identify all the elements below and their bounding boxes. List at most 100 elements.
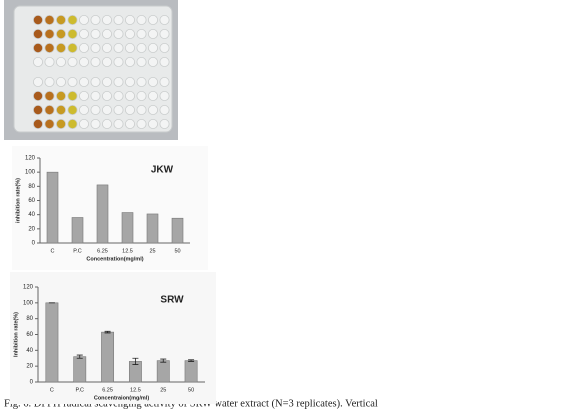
error-bar	[104, 330, 111, 334]
well	[33, 91, 44, 102]
bar	[101, 331, 115, 383]
well	[56, 28, 67, 39]
well	[113, 57, 124, 68]
well	[56, 14, 67, 25]
well	[102, 14, 113, 25]
well	[67, 43, 78, 54]
x-tick-label: 6.25	[102, 387, 113, 393]
error-bar	[76, 354, 83, 359]
well	[147, 105, 158, 116]
x-axis-label: Concentraion(mg/ml)	[94, 395, 149, 401]
y-tick-label: 60	[28, 198, 35, 204]
x-tick-label: P.C	[73, 248, 81, 254]
well	[125, 77, 136, 88]
well	[159, 91, 170, 102]
chart-title: JKW	[151, 165, 174, 176]
x-tick-label: C	[51, 248, 55, 254]
error-bar	[188, 359, 195, 362]
well	[136, 57, 147, 68]
error-bar	[132, 357, 139, 365]
bar	[73, 356, 87, 383]
well	[159, 14, 170, 25]
well	[79, 77, 90, 88]
well	[113, 14, 124, 25]
well	[67, 119, 78, 130]
well	[113, 77, 124, 88]
well	[56, 105, 67, 116]
plate-photo	[4, 0, 178, 140]
well	[102, 57, 113, 68]
well	[125, 91, 136, 102]
well	[147, 119, 158, 130]
bar	[146, 213, 159, 244]
well	[33, 119, 44, 130]
well	[56, 43, 67, 54]
well	[33, 105, 44, 116]
y-tick-label: 100	[25, 170, 36, 176]
x-tick-label: 12.5	[130, 387, 141, 393]
well	[147, 14, 158, 25]
well	[102, 43, 113, 54]
x-axis-label: Concentration(mg/ml)	[86, 256, 143, 262]
well	[159, 28, 170, 39]
well	[33, 43, 44, 54]
well	[90, 14, 101, 25]
y-tick-label: 120	[23, 285, 34, 291]
well	[159, 43, 170, 54]
well	[125, 105, 136, 116]
x-tick-label: 50	[188, 387, 194, 393]
x-tick-label: 25	[149, 248, 155, 254]
well	[90, 77, 101, 88]
well	[102, 91, 113, 102]
well	[44, 43, 55, 54]
chart: 0 20 40 60 80 100 120 C P.C 6.25 12.5 25 50 SRW Concen…	[10, 272, 216, 404]
well	[44, 119, 55, 130]
y-tick-label: 20	[28, 226, 35, 232]
error-bar	[160, 358, 167, 363]
well	[33, 14, 44, 25]
x-tick-label: C	[50, 387, 54, 393]
chart-title: SRW	[160, 295, 184, 306]
well	[147, 91, 158, 102]
well	[44, 77, 55, 88]
well	[102, 77, 113, 88]
well	[67, 77, 78, 88]
well	[44, 91, 55, 102]
well	[90, 105, 101, 116]
bar	[171, 217, 184, 244]
well	[90, 43, 101, 54]
well	[67, 105, 78, 116]
well	[159, 77, 170, 88]
well	[136, 91, 147, 102]
y-axis-label: inhibition rate(%)	[15, 178, 21, 223]
y-tick-label: 0	[32, 241, 36, 247]
x-tick-label: 25	[160, 387, 166, 393]
y-axis-label: Inhibition rate(%)	[13, 312, 19, 357]
well	[79, 119, 90, 130]
well	[113, 105, 124, 116]
x-tick-label: 50	[174, 248, 180, 254]
well	[44, 57, 55, 68]
well	[125, 43, 136, 54]
y-tick-label: 40	[26, 348, 33, 354]
bar	[45, 302, 59, 383]
y-tick-label: 20	[26, 364, 33, 370]
well	[79, 105, 90, 116]
well	[90, 28, 101, 39]
well	[44, 14, 55, 25]
well	[159, 57, 170, 68]
well	[125, 57, 136, 68]
chart: 0 20 40 60 80 100 120 C P.C 6.25 12.5 25 50 JKW Concen…	[12, 146, 208, 270]
well	[136, 28, 147, 39]
well	[67, 28, 78, 39]
well	[136, 77, 147, 88]
y-tick-label: 80	[26, 316, 33, 322]
well	[147, 57, 158, 68]
well	[44, 28, 55, 39]
well	[136, 14, 147, 25]
well	[90, 91, 101, 102]
well	[67, 14, 78, 25]
y-tick-label: 80	[28, 184, 35, 190]
well	[33, 77, 44, 88]
well	[67, 91, 78, 102]
